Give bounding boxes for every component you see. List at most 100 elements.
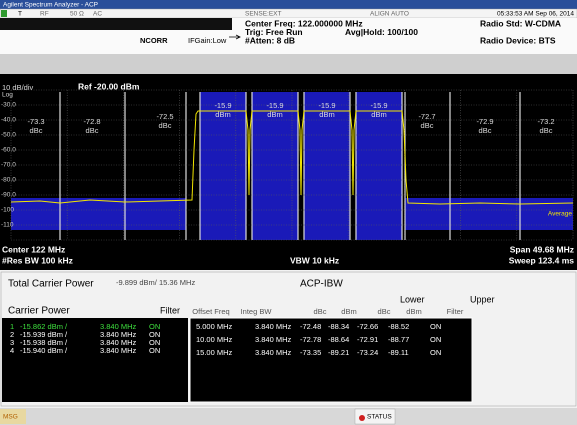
channel-value: -72.7 [418, 112, 435, 121]
offset-cell: -72.66 [357, 322, 378, 331]
offset-header: Offset Freq [192, 307, 229, 316]
carrier-cell: -15.862 dBm / [20, 322, 68, 331]
status-icon [1, 10, 7, 17]
marker-box [0, 18, 232, 30]
channel-unit: dBc [540, 126, 553, 135]
carrier-cell: 2 [10, 330, 14, 339]
coupling: AC [93, 11, 102, 18]
carrier-filter: Filter [160, 305, 180, 315]
y-axis-label: -110 [1, 222, 14, 229]
offset-cell: 3.840 MHz [255, 335, 292, 344]
offset-header: dBc [314, 307, 327, 316]
radio-std: Radio Std: W-CDMA [480, 18, 561, 28]
ref-level: Ref -20.00 dBm [78, 81, 140, 91]
y-axis-label: -30.0 [1, 102, 16, 109]
channel-value: -72.8 [83, 117, 100, 126]
trigger-arrow [229, 34, 241, 40]
status-bar [0, 8, 577, 19]
span: Span 49.68 MHz [510, 244, 574, 254]
offset-cell: 3.840 MHz [255, 322, 292, 331]
channel-value: -15.9 [214, 101, 231, 110]
window-title: Agilent Spectrum Analyzer - ACP [3, 2, 98, 9]
channel-unit: dBc [30, 126, 43, 135]
y-axis-label: -70.0 [1, 162, 16, 169]
atten: #Atten: 8 dB [245, 35, 295, 45]
channel-value: -72.9 [476, 117, 493, 126]
carrier-box [2, 318, 188, 402]
offset-cell: 5.000 MHz [196, 322, 233, 331]
lower-header: Lower [400, 294, 425, 304]
log-label: Log [2, 92, 13, 99]
carrier-cell: 3.840 MHz [100, 322, 137, 331]
trace-label: Average [548, 211, 572, 218]
channel-value: -73.3 [27, 117, 44, 126]
carrier-cell: 4 [10, 346, 14, 355]
carrier-band [356, 92, 402, 240]
offset-header: dBc [378, 307, 391, 316]
carrier-title: Carrier Power [8, 306, 70, 317]
y-axis-label: -60.0 [1, 147, 16, 154]
offset-cell: -89.21 [328, 348, 349, 357]
spectrum-trace [10, 110, 574, 205]
carrier-cell: -15.940 dBm / [20, 346, 68, 355]
center-freq: Center Freq: 122.000000 MHz [245, 18, 363, 28]
channel-unit: dBm [371, 110, 386, 119]
res-bw: #Res BW 100 kHz [2, 255, 73, 265]
carrier-cell: ON [149, 346, 160, 355]
avg-hold: Avg|Hold: 100/100 [345, 27, 418, 37]
offset-cell: -73.24 [357, 348, 378, 357]
sense: SENSE:EXT [245, 11, 282, 18]
channel-unit: dBm [215, 110, 230, 119]
impedance: 50 Ω [70, 11, 84, 18]
offset-cell: -72.91 [357, 335, 378, 344]
carrier-band [200, 92, 246, 240]
status: STATUS [367, 414, 392, 421]
y-axis-label: -80.0 [1, 177, 16, 184]
channel-unit: dBc [86, 126, 99, 135]
channel-unit: dBc [421, 121, 434, 130]
total-label: Total Carrier Power [8, 279, 94, 290]
carrier-band [304, 92, 350, 240]
y-axis-label: -50.0 [1, 132, 16, 139]
offset-cell: 3.840 MHz [255, 348, 292, 357]
grid [10, 89, 574, 241]
offset-cell: 15.00 MHz [196, 348, 233, 357]
channel-value: -15.9 [266, 101, 283, 110]
results-border [0, 271, 577, 407]
channel-value: -15.9 [370, 101, 387, 110]
graph: Average -73.3dBc-72.8dBc-72.5dBc-15.9dBm… [10, 89, 574, 241]
results: 1 -15.862 dBm / 3.840 MHz ON 2 -15.939 dBm / 3… [10, 322, 441, 357]
offset-cell: -73.35 [300, 348, 321, 357]
scale: 10 dB/div [2, 83, 34, 92]
title-bar [0, 0, 577, 9]
offset-header: Integ BW [241, 307, 273, 316]
channel-unit: dBm [319, 110, 334, 119]
msg-box [0, 409, 26, 424]
offset-cell: 10.00 MHz [196, 335, 233, 344]
radio-device: Radio Device: BTS [480, 35, 556, 45]
offset-box [189, 317, 473, 403]
footer [0, 408, 577, 425]
channel-unit: dBc [479, 126, 492, 135]
sweep: Sweep 123.4 ms [509, 255, 574, 265]
offset-header: dBm [341, 307, 356, 316]
y-axis-label: -100 [1, 207, 14, 214]
upper-header: Upper [470, 294, 495, 304]
mode: ACP-IBW [300, 279, 343, 290]
status-box [354, 408, 396, 425]
offset-cell: -88.34 [328, 322, 349, 331]
carrier-cell: -15.939 dBm / [20, 330, 68, 339]
offset-cell: -89.11 [388, 348, 409, 357]
carrier-cell: 3.840 MHz [100, 330, 137, 339]
channel-value: -73.2 [537, 117, 554, 126]
msg: MSG [3, 414, 18, 421]
carrier-cell: 3.840 MHz [100, 338, 137, 347]
trigger: T [18, 11, 22, 18]
carrier-band [252, 92, 298, 240]
offset-cell: -88.77 [388, 335, 409, 344]
channel-unit: dBc [159, 121, 172, 130]
offset-cell: -72.48 [300, 322, 321, 331]
channel-value: -72.5 [156, 112, 173, 121]
offset-header: Filter [447, 307, 464, 316]
